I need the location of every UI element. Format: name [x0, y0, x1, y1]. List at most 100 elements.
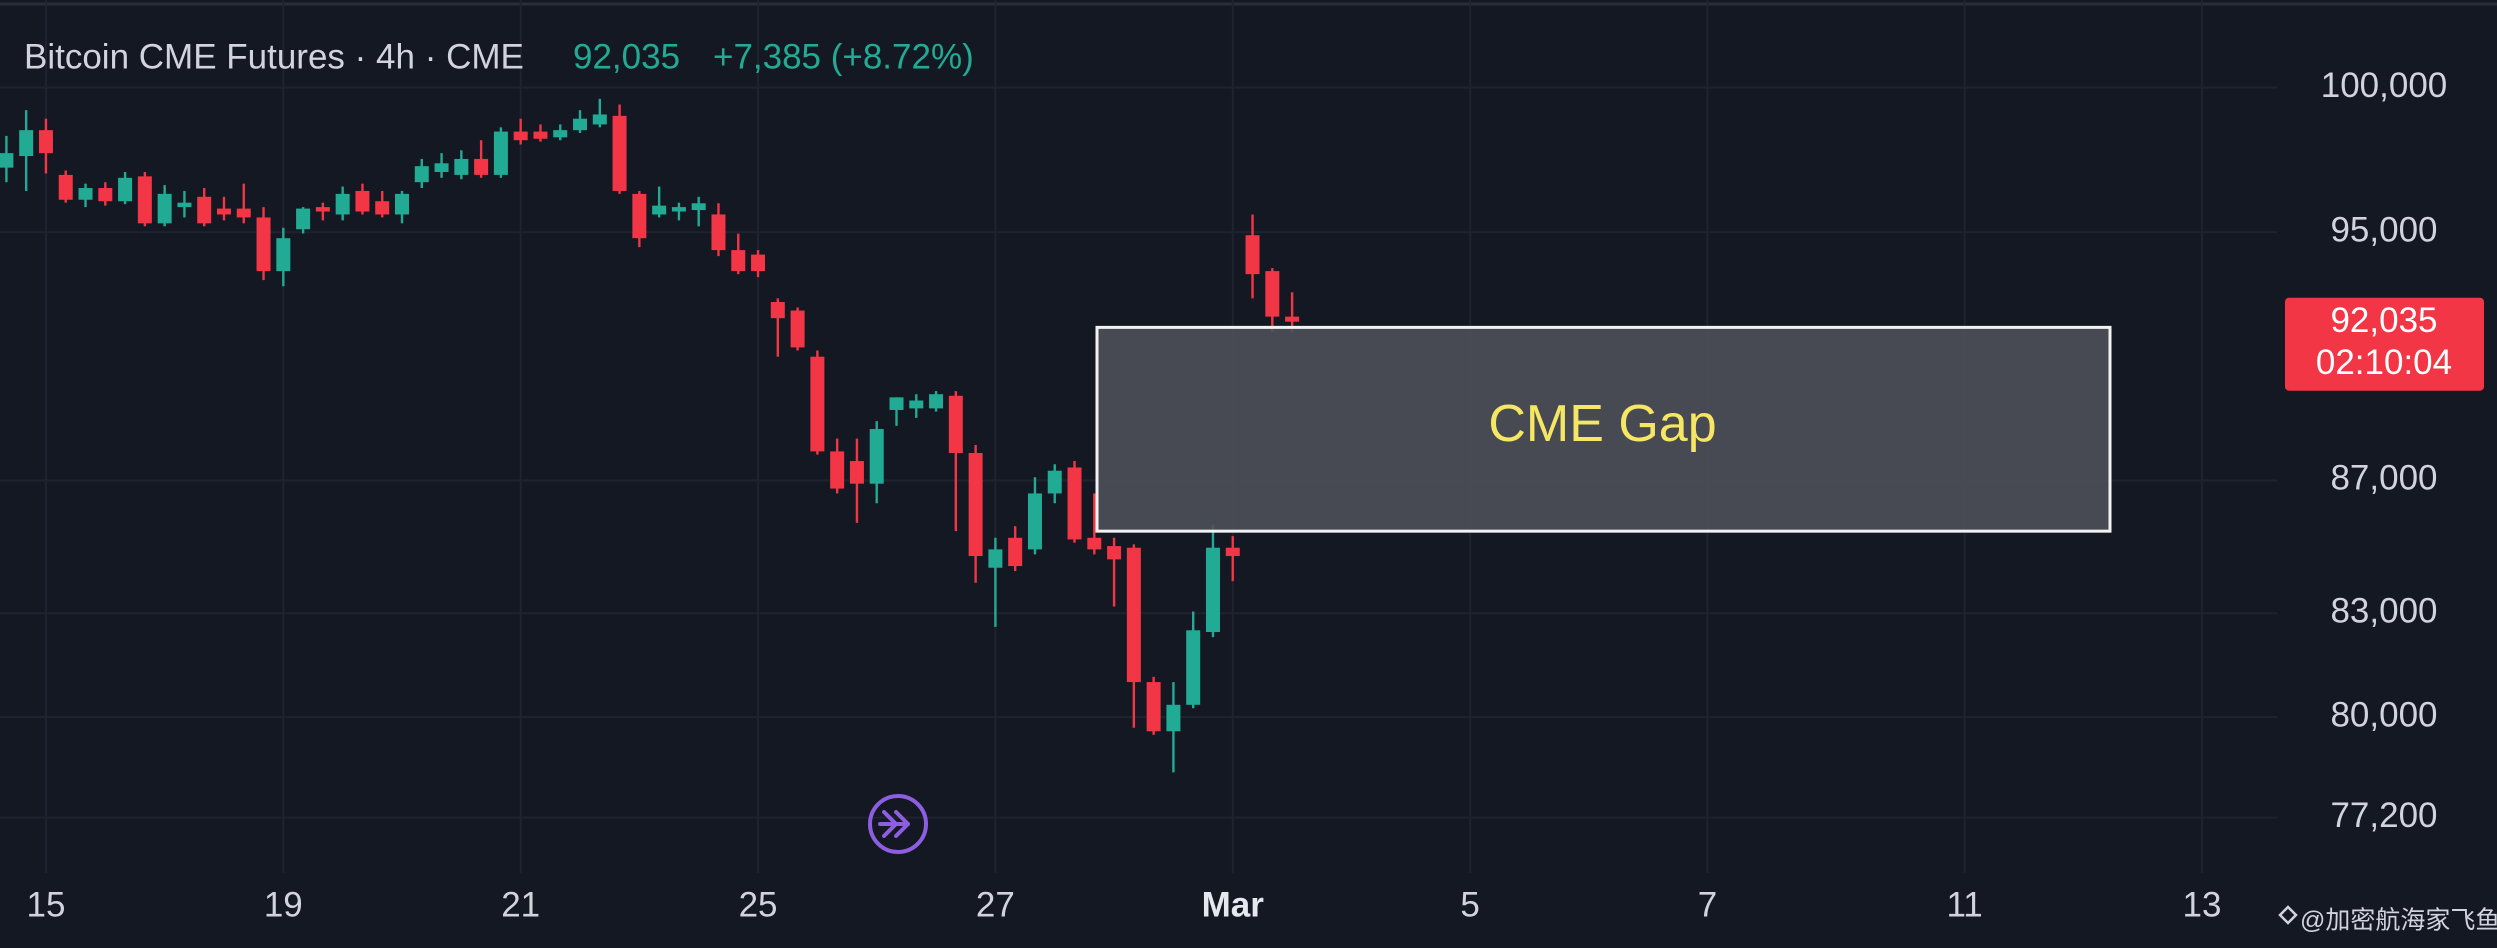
- candle-body: [691, 203, 706, 211]
- candle-body: [652, 205, 667, 215]
- candle-body: [98, 188, 113, 202]
- candle-body: [1225, 547, 1240, 557]
- event-icon-arrow: [878, 810, 910, 838]
- candle-body: [296, 208, 311, 230]
- candles: [0, 98, 1300, 773]
- candle-body: [197, 196, 212, 224]
- candle-body: [375, 201, 390, 215]
- y-tick-label: 95,000: [2330, 210, 2437, 249]
- candle-body: [315, 207, 330, 212]
- countdown-label: 02:10:04: [2316, 343, 2452, 382]
- candle-body: [513, 131, 528, 141]
- candle-body: [889, 397, 904, 410]
- candle-body: [533, 131, 548, 139]
- gap-label: CME Gap: [1488, 395, 1716, 453]
- candle-body: [810, 356, 825, 452]
- candle-body: [137, 176, 152, 224]
- candle-body: [968, 453, 983, 557]
- candle-body: [612, 115, 627, 191]
- y-tick-label: 83,000: [2330, 591, 2437, 630]
- candle-body: [276, 238, 291, 272]
- candle-body: [988, 549, 1003, 568]
- candle-body: [909, 400, 924, 409]
- watermark-icon: [2278, 905, 2298, 925]
- candle-body: [1107, 546, 1122, 560]
- candle-body: [474, 158, 489, 175]
- x-tick-label: Mar: [1202, 885, 1265, 924]
- candle-body: [335, 193, 350, 215]
- chart-title: Bitcoin CME Futures · 4h · CME: [24, 37, 524, 76]
- candle-body: [731, 250, 746, 272]
- candle-body: [671, 207, 686, 212]
- candle-body: [78, 188, 93, 200]
- candle-body: [236, 208, 251, 218]
- candle-body: [1008, 537, 1023, 567]
- candle-body: [1166, 704, 1181, 732]
- candle-body: [948, 395, 963, 454]
- candle-body: [1146, 682, 1161, 732]
- candle-body: [0, 153, 14, 168]
- x-tick-label: 25: [739, 885, 778, 924]
- candle-body: [414, 166, 429, 183]
- candle-body: [157, 193, 172, 224]
- candle-body: [929, 394, 944, 409]
- candle-body: [1245, 235, 1260, 275]
- candle-body: [1067, 467, 1082, 540]
- candle-body: [592, 114, 607, 125]
- candle-body: [177, 202, 192, 208]
- y-tick-label: 87,000: [2330, 459, 2437, 498]
- candle-body: [256, 217, 271, 272]
- x-tick-label: 13: [2183, 885, 2222, 924]
- labels: 100,000 95,000 87,000 83,000 80,000 77,200 15 1…: [26, 66, 2484, 924]
- candle-body: [118, 177, 133, 202]
- candle-body: [770, 301, 785, 319]
- candle-body: [19, 130, 34, 157]
- x-tick-label: 27: [976, 885, 1015, 924]
- candle-body: [1205, 547, 1220, 633]
- candle-body: [711, 214, 726, 251]
- candle-body: [58, 174, 73, 200]
- candle-body: [454, 158, 469, 175]
- candle-body: [869, 429, 884, 484]
- candle-body: [1186, 630, 1201, 705]
- candle-body: [573, 118, 588, 131]
- last-price-label: 92,035: [2330, 301, 2437, 340]
- candle-body: [1126, 547, 1141, 683]
- candle-body: [355, 190, 370, 212]
- candle-body: [38, 130, 53, 154]
- candle-body: [830, 451, 845, 489]
- candle-body: [1285, 316, 1300, 322]
- x-tick-label: 15: [26, 885, 65, 924]
- candle-body: [1027, 493, 1042, 550]
- candle-body: [493, 131, 508, 175]
- candle-body: [1265, 271, 1280, 317]
- candle-body: [434, 163, 449, 172]
- last-price-box: [2285, 297, 2484, 391]
- x-tick-label: 19: [264, 885, 303, 924]
- candle-body: [216, 208, 231, 215]
- event-icon[interactable]: [868, 794, 928, 854]
- candle-body: [395, 193, 409, 215]
- header-last-price: 92,035: [573, 37, 680, 76]
- x-tick-label: 11: [1946, 885, 1982, 924]
- event-icon-circle[interactable]: [868, 794, 928, 854]
- candle-body: [790, 310, 805, 348]
- y-tick-label: 80,000: [2330, 695, 2437, 734]
- candle-body: [751, 254, 766, 272]
- candle-body: [1047, 470, 1062, 494]
- candle-body: [1087, 537, 1102, 550]
- candle-body: [849, 461, 864, 484]
- y-tick-label: 100,000: [2321, 66, 2448, 105]
- header-change: +7,385 (+8.72%): [713, 37, 974, 76]
- candle-body: [632, 193, 647, 239]
- candle-body: [553, 130, 568, 138]
- y-tick-label: 77,200: [2330, 796, 2437, 835]
- x-tick-label: 21: [501, 885, 540, 924]
- x-tick-label: 5: [1460, 885, 1479, 924]
- x-tick-label: 7: [1698, 885, 1717, 924]
- overlay: CME Gap: [1095, 325, 2112, 533]
- gap-box: [1095, 325, 2112, 533]
- watermark: @加密航海家飞鱼: [2300, 907, 2497, 935]
